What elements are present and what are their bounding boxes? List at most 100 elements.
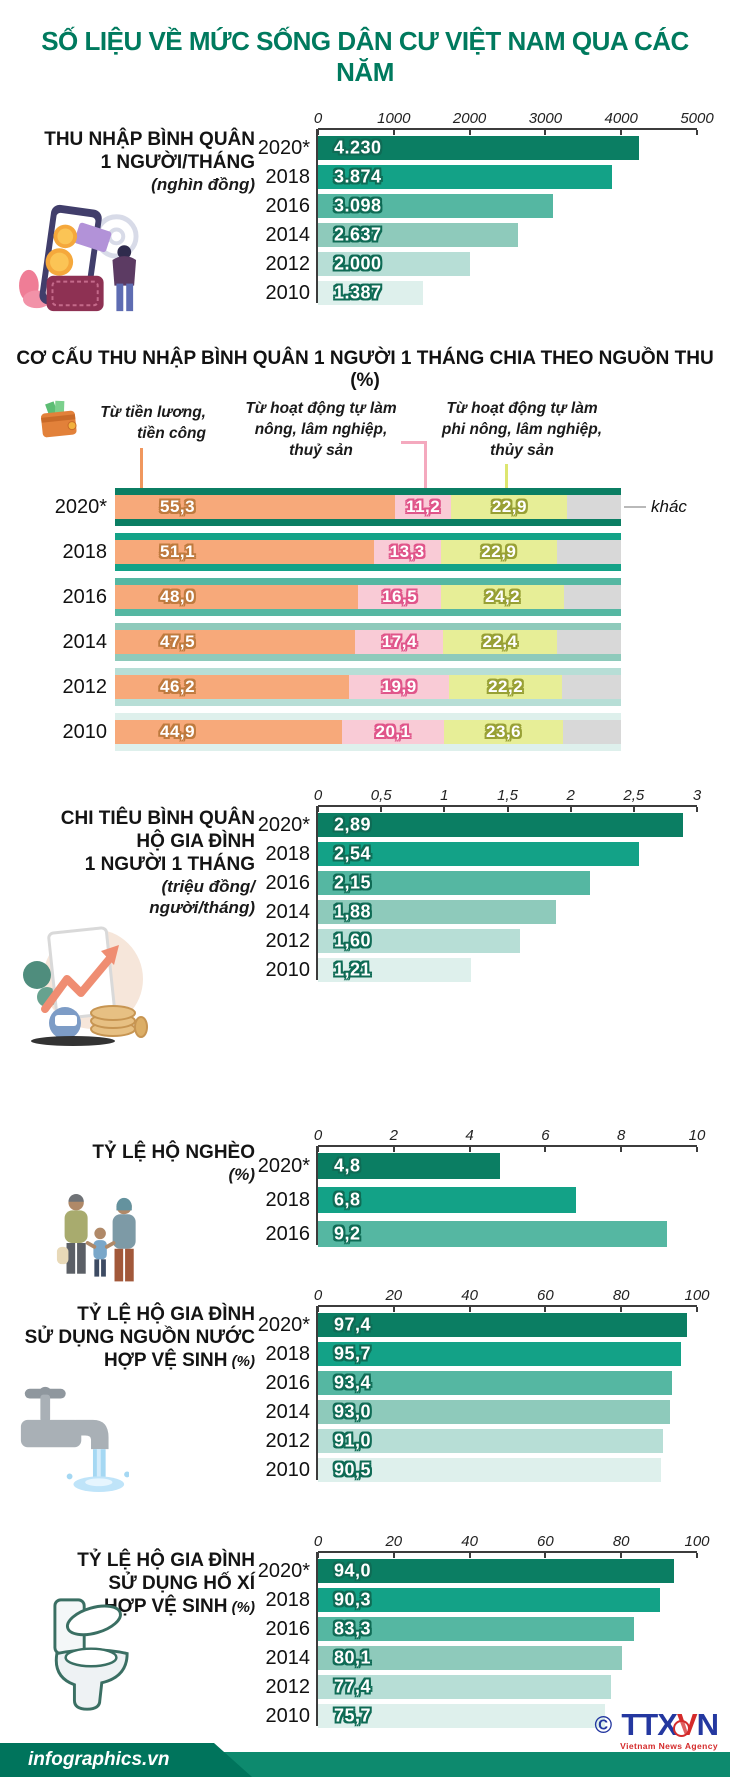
axis-zero-line <box>316 1146 318 1245</box>
khac-label: khác <box>651 497 687 516</box>
legend-line: thuỷ sản <box>289 442 353 459</box>
family-icon <box>55 1189 151 1302</box>
axis-tick <box>380 807 383 812</box>
axis-tick <box>392 130 395 135</box>
globe-icon <box>673 1720 690 1737</box>
axis-tick-label: 2 <box>566 787 575 804</box>
chart-title-line: TỶ LỆ HỘ GIA ĐÌNH <box>77 1550 255 1571</box>
section-title-income-structure: CƠ CẤU THU NHẬP BÌNH QUÂN 1 NGƯỜI 1 THÁN… <box>16 348 714 391</box>
bar-row: 2016 83,3 <box>266 1617 697 1641</box>
axis-tick-label: 0 <box>313 1287 323 1304</box>
axis-tick <box>620 130 623 135</box>
bar-value-label: 1,21 <box>334 959 372 980</box>
chart-title-line: HỢP VỆ SINH (%) <box>103 1596 255 1617</box>
bars: 2020* 94,0 2018 90,3 2016 83,3 2014 80,1 2012 77,… <box>258 1552 697 1728</box>
bar: 93,4 <box>318 1371 672 1395</box>
chart-title-line: TỶ LỆ HỘ GIA ĐÌNH <box>77 1304 255 1325</box>
stacked-segment-nonfarm: 22,9 <box>440 540 557 564</box>
bar-row: 2020* 97,4 <box>258 1313 697 1337</box>
legend-connector-agri <box>424 441 427 488</box>
bar: 2,15 <box>318 871 590 895</box>
axis-tick <box>544 130 547 135</box>
bar-value-label: 95,7 <box>334 1343 372 1364</box>
bar: 3.874 <box>318 165 612 189</box>
axis-tick-label: 40 <box>461 1533 478 1550</box>
axis-tick <box>468 1147 471 1152</box>
legend-line: tiền công <box>137 425 206 442</box>
bar-track: 1.387 <box>318 281 697 305</box>
segment-value-label: 22,9 <box>491 497 527 516</box>
bar-track: 6,8 <box>318 1187 697 1213</box>
bar: 75,7 <box>318 1704 605 1728</box>
stacked-row: 2014 47,5 17,4 22,4 <box>15 623 715 661</box>
segment-value-label: 24,2 <box>485 587 521 606</box>
year-label: 2020* <box>257 1313 310 1336</box>
bar: 4.230 <box>318 136 639 160</box>
bar-value-label: 90,3 <box>334 1589 372 1610</box>
axis-tick <box>392 1307 395 1312</box>
year-label: 2018 <box>265 842 311 865</box>
chart-title-line: HỘ GIA ĐÌNH <box>136 831 255 852</box>
chart-section-water: TỶ LỆ HỘ GIA ĐÌNH SỬ DỤNG NGUỒN NƯỚC HỢP V… <box>0 1287 730 1492</box>
year-label: 2016 <box>265 1371 311 1394</box>
bar-row: 2016 2,15 <box>266 871 697 895</box>
legend-connector-wages <box>140 448 143 488</box>
axis-tick <box>544 1553 547 1558</box>
year-label: 2010 <box>265 1704 311 1727</box>
bar-row: 2012 91,0 <box>266 1429 697 1453</box>
chart-title-water: TỶ LỆ HỘ GIA ĐÌNH SỬ DỤNG NGUỒN NƯỚC HỢP V… <box>15 1303 255 1373</box>
axis-zero-line <box>316 806 318 980</box>
stacked-row: 2018 51,1 13,3 22,9 <box>15 533 715 571</box>
axis-tick-label: 60 <box>537 1533 554 1550</box>
stacked-segment-nonfarm: 24,2 <box>441 585 564 609</box>
agency-caption: Vietnam News Agency <box>620 1741 718 1751</box>
axis-tick-label: 10 <box>688 1127 706 1144</box>
bar: 4,8 <box>318 1153 500 1179</box>
bar: 3.098 <box>318 194 553 218</box>
axis: 0 2 4 6 8 10 <box>314 1127 706 1153</box>
year-label: 2018 <box>265 165 311 188</box>
bar-value-label: 6,8 <box>334 1189 361 1210</box>
stacked-segment-wages: 44,9 <box>115 720 343 744</box>
bar-track: 3.874 <box>318 165 697 189</box>
legend-line: Từ tiền lương, <box>100 404 206 421</box>
bar-row: 2014 2.637 <box>266 223 697 247</box>
axis-tick <box>317 1147 319 1152</box>
stacked-row: 2020* 55,3 11,2 22,9 khác <box>15 488 715 526</box>
bar-value-label: 2,15 <box>334 872 372 893</box>
bar-track: 94,0 <box>318 1559 697 1583</box>
bar: 6,8 <box>318 1187 576 1213</box>
bar-track: 90,3 <box>318 1588 697 1612</box>
bar-value-label: 4,8 <box>334 1155 361 1176</box>
segment-value-label: 55,3 <box>160 497 196 516</box>
bar-row: 2010 1,21 <box>266 958 697 982</box>
axis-tick <box>696 1147 698 1152</box>
legend-line: Từ hoạt động tự làm <box>245 400 397 417</box>
bar-track: 1,21 <box>318 958 697 982</box>
infographics-brand: infographics.vn <box>28 1749 170 1770</box>
legend-line: Từ hoạt động tự làm <box>446 400 598 417</box>
segment-value-label: 47,5 <box>160 632 196 651</box>
toilet-left-block: TỶ LỆ HỘ GIA ĐÌNH SỬ DỤNG HỐ XÍ HỢP VỆ SIN… <box>15 1533 255 1733</box>
bars: 2020* 4.230 2018 3.874 2016 3.098 2014 2.637 201… <box>258 129 697 305</box>
bar-track: 93,0 <box>318 1400 697 1424</box>
stacked-band: 51,1 13,3 22,9 <box>115 533 621 571</box>
axis-labels: 0 2 4 6 8 10 <box>314 1127 706 1145</box>
axis-tick-label: 2,5 <box>623 787 645 804</box>
bar-row: 2016 93,4 <box>266 1371 697 1395</box>
year-label: 2016 <box>265 1222 311 1245</box>
bars: 2020* 97,4 2018 95,7 2016 93,4 2014 93,0 2012 91,… <box>258 1306 697 1482</box>
legend-item: Từ tiền lương, tiền công <box>86 402 206 461</box>
bar-track: 97,4 <box>318 1313 697 1337</box>
axis-labels: 0 20 40 60 80 100 <box>314 1287 710 1305</box>
axis-line <box>317 1305 698 1314</box>
chart-title-line: HỢP VỆ SINH (%) <box>103 1350 255 1371</box>
axis-tick-label: 0 <box>313 1533 323 1550</box>
bar-value-label: 93,4 <box>334 1372 372 1393</box>
bar-value-label: 83,3 <box>334 1618 372 1639</box>
chart-title-poverty: TỶ LỆ HỘ NGHÈO (%) <box>15 1141 255 1185</box>
bar-track: 2,15 <box>318 871 697 895</box>
water-left-block: TỶ LỆ HỘ GIA ĐÌNH SỬ DỤNG NGUỒN NƯỚC HỢP V… <box>15 1287 255 1492</box>
axis-tick <box>317 1553 319 1558</box>
year-label: 2020* <box>257 1154 310 1177</box>
